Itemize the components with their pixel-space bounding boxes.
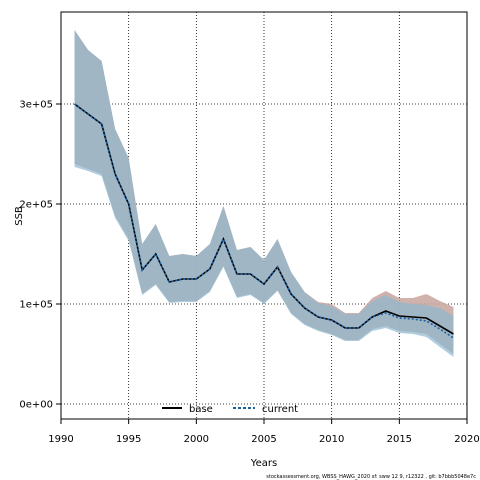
confidence-bands xyxy=(74,30,454,357)
y-tick-label: 1e+05 xyxy=(19,300,53,311)
series-line-current xyxy=(74,103,454,339)
x-axis-label: Years xyxy=(250,458,277,469)
y-tick-label: 0e+00 xyxy=(19,400,53,411)
grid-layer xyxy=(61,12,467,419)
series-lines xyxy=(74,103,454,339)
x-tick-label: 2015 xyxy=(387,434,412,445)
legend-base-label: base xyxy=(189,404,213,415)
x-tick-label: 2005 xyxy=(251,434,276,445)
confidence-band-current xyxy=(74,30,454,357)
x-tick-label: 1995 xyxy=(116,434,141,445)
y-axis-ticks: 0e+00 1e+05 2e+05 3e+05 xyxy=(19,100,61,411)
x-tick-label: 1990 xyxy=(48,434,73,445)
x-tick-label: 2010 xyxy=(319,434,344,445)
series-line-base xyxy=(74,103,454,335)
legend: base current xyxy=(162,404,298,415)
x-axis-ticks: 1990 1995 2000 2005 2010 2015 2020 xyxy=(48,419,480,445)
x-tick-label: 2000 xyxy=(184,434,209,445)
footer-note: stockassessment.org, WBSS_HAWG_2020 sf: … xyxy=(266,474,476,480)
y-tick-label: 2e+05 xyxy=(19,200,53,211)
y-axis-label: SSB xyxy=(14,206,25,226)
legend-current-label: current xyxy=(262,404,298,415)
y-tick-label: 3e+05 xyxy=(19,100,53,111)
x-tick-label: 2020 xyxy=(454,434,479,445)
